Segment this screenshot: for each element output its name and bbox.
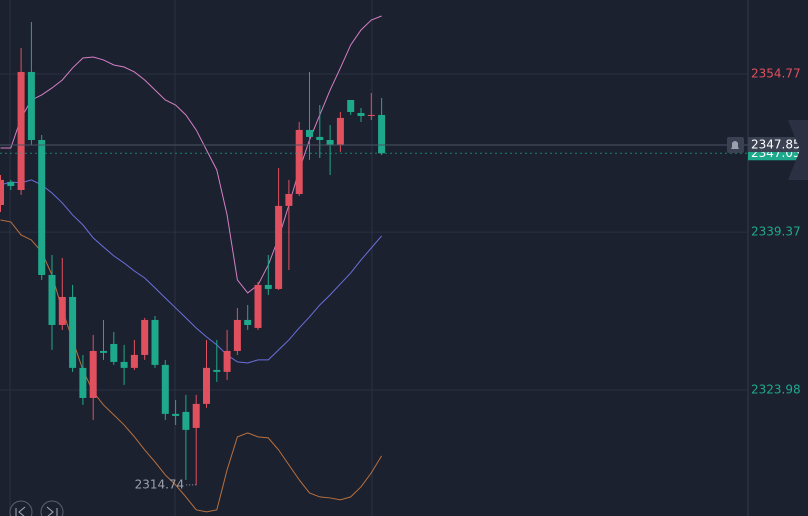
candle-body xyxy=(306,129,313,137)
y-tick-label: 2339.37 xyxy=(751,225,801,239)
candle-body xyxy=(69,296,77,368)
candle-body xyxy=(17,71,25,190)
band-line xyxy=(0,15,382,294)
candle-body xyxy=(38,140,46,275)
icon xyxy=(46,506,58,516)
scroll-handle[interactable] xyxy=(788,120,808,180)
candle-body xyxy=(285,194,293,206)
candle-body xyxy=(0,179,4,205)
candle-body xyxy=(378,114,386,154)
candle-body xyxy=(316,136,324,141)
candle-body xyxy=(58,296,66,325)
candle-body xyxy=(100,350,107,353)
candle-body xyxy=(7,181,15,186)
candle-body xyxy=(27,71,35,141)
candle-body xyxy=(89,350,97,398)
candle-body xyxy=(275,205,283,289)
candle-body xyxy=(223,350,231,372)
plot-area: 2314.74 xyxy=(0,15,748,513)
candle-body xyxy=(295,129,303,195)
candle-body xyxy=(110,343,118,362)
candle-body xyxy=(48,274,56,325)
candle-body xyxy=(203,367,210,404)
y-tick-label: 2354.77 xyxy=(751,67,801,81)
y-tick-label: 2323.98 xyxy=(751,383,801,397)
icon xyxy=(15,506,26,516)
band-line xyxy=(0,179,382,364)
candle-body xyxy=(130,354,138,368)
candle-body xyxy=(233,319,241,351)
bell-icon xyxy=(731,141,739,150)
candle-body xyxy=(336,117,344,145)
candle-body xyxy=(264,284,272,289)
candle-body xyxy=(244,319,252,325)
candle-body xyxy=(120,361,128,368)
candle-body xyxy=(141,319,149,355)
candle-body xyxy=(254,284,262,328)
candle-body xyxy=(347,99,355,112)
candle-body xyxy=(172,413,180,416)
candle-body xyxy=(79,367,87,398)
candle-body xyxy=(213,369,221,372)
price-box xyxy=(748,137,800,153)
candle-body xyxy=(192,403,200,428)
candle-body xyxy=(151,319,159,365)
low-label: 2314.74 xyxy=(135,477,185,491)
candle-body xyxy=(367,114,375,116)
candle-body xyxy=(326,140,334,145)
candle-body xyxy=(161,364,169,414)
price-label: 2347.85 xyxy=(751,138,801,152)
candle-body xyxy=(182,411,190,430)
candle-body xyxy=(357,113,365,116)
